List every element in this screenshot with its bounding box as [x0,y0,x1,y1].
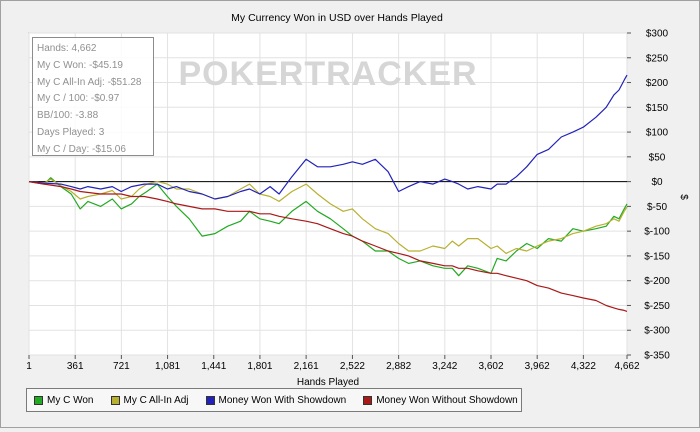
series-line-1 [28,178,628,254]
y-tick-label-8: $-100 [644,227,670,238]
x-tick-label-5: 1,801 [247,361,272,372]
legend-label-0: My C Won [47,394,94,406]
legend-swatch-0 [34,395,43,405]
stat-line-6: My C / Day: -$15.06 [37,143,126,155]
y-tick-label-7: $-50 [647,202,667,213]
legend: My C Won My C All-In Adj Money Won With Sh… [26,388,522,412]
stat-line-1: My C Won: -$45.19 [37,59,123,71]
x-tick-label-12: 4,322 [571,361,596,372]
y-axis-ticks: $300 $250 $200 $150 $100 $50 $0 $-50 $-100 $-150 $… [627,29,670,362]
pokertracker-watermark: POKERTRACKER [178,55,477,93]
stat-line-3: My C / 100: -$0.97 [37,93,120,105]
y-tick-label-11: $-250 [644,301,670,312]
series-line-2 [28,74,628,200]
y-axis-label: $ [678,194,689,200]
x-tick-label-3: 1,081 [155,361,180,372]
y-tick-label-10: $-200 [644,276,670,287]
legend-item-0: My C Won [34,395,94,406]
y-tick-label-13: $-350 [644,351,670,362]
legend-swatch-2 [205,395,215,405]
series-line-0 [28,177,628,277]
y-tick-label-4: $100 [646,128,669,139]
legend-item-1: My C All-In Adj [110,394,189,406]
y-tick-label-9: $-150 [644,251,670,262]
legend-label-2: Money Won With Showdown [218,394,347,406]
x-tick-label-11: 3,962 [525,361,550,372]
y-tick-label-5: $50 [649,152,666,163]
y-tick-label-3: $150 [646,103,669,114]
y-tick-label-2: $200 [646,78,669,89]
x-tick-label-2: 721 [113,361,130,372]
stat-line-4: BB/100: -3.88 [37,110,99,122]
stat-line-2: My C All-In Adj: -$51.28 [37,76,142,88]
series-line-3 [28,181,628,312]
x-tick-label-10: 3,602 [478,361,503,372]
x-tick-label-7: 2,522 [340,361,365,372]
x-tick-label-4: 1,441 [201,361,226,372]
legend-item-2: Money Won With Showdown [205,394,347,406]
stats-box: Hands: 4,662 My C Won: -$45.19 My C All-In… [32,37,154,156]
series-lines [28,74,628,312]
x-axis-label: Hands Played [297,377,359,388]
y-tick-label-1: $250 [646,53,669,64]
stat-line-0: Hands: 4,662 [37,43,97,54]
legend-swatch-3 [363,395,373,405]
x-tick-label-9: 3,242 [432,361,457,372]
x-tick-label-6: 2,161 [294,361,319,372]
legend-label-1: My C All-In Adj [123,394,189,406]
y-tick-label-12: $-300 [644,326,670,337]
chart-title: My Currency Won in USD over Hands Played [231,12,443,24]
legend-swatch-1 [110,395,120,405]
legend-label-3: Money Won Without Showdown [376,394,518,406]
x-axis-ticks: 1 361 721 1,081 1,441 1,801 2,161 2,522 2,882 3,2… [26,355,640,372]
y-tick-label-6: $0 [651,177,663,188]
x-tick-label-8: 2,882 [386,361,411,372]
x-tick-label-13: 4,662 [614,361,639,372]
legend-item-3: Money Won Without Showdown [363,395,518,406]
x-tick-label-0: 1 [26,361,32,372]
x-tick-label-1: 361 [67,361,84,372]
stat-line-5: Days Played: 3 [37,126,105,138]
grid [28,32,628,356]
y-tick-label-0: $300 [646,29,669,40]
